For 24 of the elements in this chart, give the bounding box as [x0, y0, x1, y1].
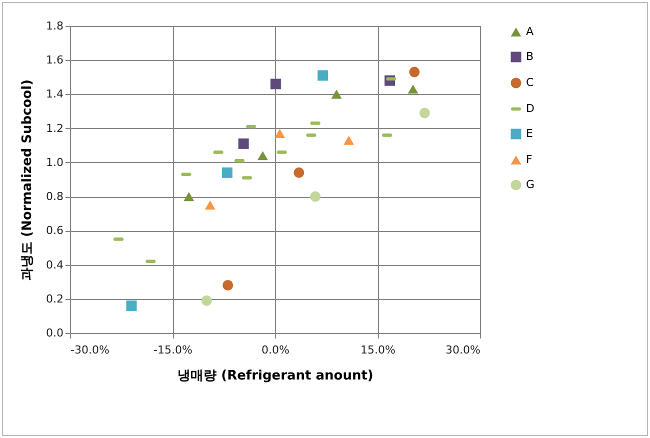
legend-label: F: [526, 153, 532, 166]
x-tick-label: -15.0%: [154, 344, 192, 356]
legend-label: G: [526, 178, 535, 191]
y-tick-label: 0.0: [46, 326, 64, 340]
y-tick-label: 0.8: [46, 190, 64, 204]
legend-label: E: [526, 127, 533, 140]
legend-label: D: [526, 102, 534, 115]
x-tick-label: 0.0%: [262, 344, 290, 356]
y-tick-label: 1.8: [46, 20, 64, 32]
x-axis-title: 냉매량 (Refrigerant anount): [178, 368, 374, 384]
y-tick-label: 0.6: [46, 224, 64, 238]
x-tick-label: -30.0%: [70, 344, 110, 356]
x-tick-label: 30.0%: [446, 344, 480, 356]
y-tick-label: 1.4: [46, 88, 64, 101]
x-tick-label: 15.0%: [360, 344, 396, 356]
y-tick-label: 1.2: [46, 122, 64, 135]
y-tick-label: 1.6: [46, 54, 64, 67]
legend-label: B: [526, 50, 534, 63]
y-axis-title: 과냉도 (Normalized Subcool): [20, 79, 36, 281]
y-tick-label: 0.2: [46, 292, 64, 306]
y-tick-label: 0.4: [46, 258, 64, 272]
legend-label: C: [526, 76, 534, 89]
y-tick-label: 1.0: [46, 156, 64, 169]
legend-label: A: [526, 25, 534, 38]
